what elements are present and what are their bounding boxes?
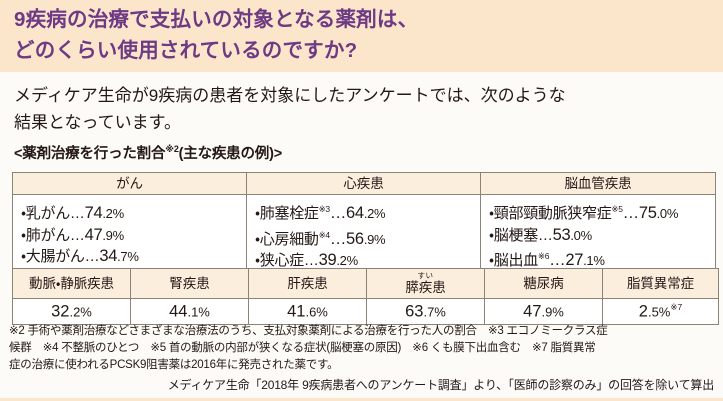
section-caption-prefix: <薬剤治療を行った割合 — [14, 146, 166, 162]
value-dec: .1% — [187, 304, 210, 320]
bottom-rule — [0, 398, 723, 401]
table-body-row: 32.2% 44.1% 41.6% 63.7% 47.9% 2.5%※7 — [12, 298, 719, 325]
list-item: ・大腸がん…34.7% — [21, 246, 246, 268]
value-liver: 41.6% — [248, 298, 367, 325]
value-int: 44 — [169, 302, 188, 321]
list-item: ・脳梗塞…53.0% — [489, 225, 715, 247]
disease-value-dec: .2% — [102, 206, 124, 221]
value-artery-vein: 32.2% — [12, 298, 131, 325]
disease-value-int: 53 — [552, 225, 571, 244]
cell-cancer: ・乳がん…74.2% ・肺がん…47.9% ・大腸がん…34.7% — [12, 194, 247, 277]
value-dec: .6% — [305, 304, 328, 320]
column-header-kidney: 腎疾患 — [130, 268, 249, 299]
disease-list-heart: ・肺塞栓症※3…64.2% ・心房細動※4…56.9% ・狭心症…39.2% — [255, 199, 480, 272]
disease-value-int: …64 — [329, 204, 364, 222]
disease-value-dec: .2% — [336, 253, 358, 268]
disease-value-int: 39 — [318, 251, 337, 269]
ruby-text: すい — [417, 270, 434, 280]
disease-value-dec: .1% — [583, 253, 605, 268]
column-header-artery-vein: 動脈・静脈疾患 — [12, 268, 131, 299]
column-header-cancer: がん — [12, 172, 247, 195]
value-dec: .7% — [423, 304, 446, 320]
disease-value-int: 34 — [99, 247, 118, 265]
disease-value-int: 47 — [84, 225, 103, 244]
disease-value-dec: .0% — [570, 227, 592, 243]
disease-label: ・脳出血 — [489, 252, 538, 269]
column-header-liver: 肝疾患 — [248, 268, 367, 299]
value-dec: .5% — [647, 304, 671, 320]
disease-value-dec: .2% — [363, 206, 386, 221]
column-header-label: 腎疾患 — [169, 275, 210, 291]
value-int: 41 — [287, 302, 306, 321]
intro-paragraph: メディケア生命が9疾病の患者を対象にしたアンケートでは、次のような 結果となって… — [14, 86, 566, 132]
header-band: 9疾病の治療で支払いの対象となる薬剤は、 どのくらい使用されているのですか? — [0, 0, 723, 72]
disease-value-dec: .9% — [102, 227, 124, 243]
column-header-label: 動脈・静脈疾患 — [29, 275, 114, 291]
column-header-label: 糖尿病 — [523, 275, 564, 291]
list-item: ・狭心症…39.2% — [255, 250, 480, 272]
disease-value-dec: .0% — [656, 206, 679, 221]
value-dec: .9% — [541, 304, 564, 320]
disease-note: ※6 — [537, 251, 550, 261]
section-caption-suffix: (主な疾患の例)> — [178, 146, 283, 162]
disease-value-int: …27 — [549, 251, 584, 269]
disease-label: ・肺がん… — [21, 226, 85, 244]
value-diabetes: 47.9% — [484, 298, 603, 325]
list-item: ・肺がん…47.9% — [21, 225, 246, 247]
disease-note: ※5 — [611, 204, 623, 214]
list-item: ・頸部頸動脈狭窄症※5…75.0% — [489, 199, 715, 225]
disease-label: ・乳がん… — [21, 205, 85, 222]
source-attribution: メディケア生命「2018年 9疾病患者へのアンケート調査」より、「医師の診察のみ… — [167, 378, 715, 392]
column-header-label: 肝疾患 — [287, 275, 328, 291]
page-title: 9疾病の治療で支払いの対象となる薬剤は、 どのくらい使用されているのですか? — [14, 8, 419, 62]
section-caption-note: ※2 — [165, 144, 179, 155]
value-pancreas: 63.7% — [366, 298, 485, 325]
disease-value-int: …56 — [329, 229, 364, 248]
column-header-pancreas: すい 膵疾患 — [366, 268, 485, 299]
disease-label: ・心房細動 — [255, 230, 319, 248]
disease-label: ・狭心症… — [255, 252, 319, 269]
column-header-heart: 心疾患 — [246, 172, 481, 195]
value-int: 2 — [638, 302, 648, 321]
column-header-label: 脂質異常症 — [627, 275, 694, 291]
disease-value-int: …75 — [622, 204, 657, 222]
major-disease-table: がん 心疾患 脳血管疾患 ・乳がん…74.2% ・肺がん…47.9% ・大腸がん… — [12, 172, 716, 277]
list-item: ・肺塞栓症※3…64.2% — [255, 199, 480, 225]
value-dec: .2% — [69, 304, 92, 320]
table-header-row: 動脈・静脈疾患 腎疾患 肝疾患 すい 膵疾患 糖尿病 脂質異常症 — [12, 268, 719, 299]
column-header-dyslipidemia: 脂質異常症 — [602, 268, 719, 299]
disease-value-dec: .9% — [363, 231, 386, 247]
cell-heart: ・肺塞栓症※3…64.2% ・心房細動※4…56.9% ・狭心症…39.2% — [246, 194, 481, 277]
disease-label: ・頸部頸動脈狭窄症 — [489, 205, 612, 222]
disease-list-cancer: ・乳がん…74.2% ・肺がん…47.9% ・大腸がん…34.7% — [21, 203, 246, 268]
disease-list-cerebrovascular: ・頸部頸動脈狭窄症※5…75.0% ・脳梗塞…53.0% ・脳出血※6…27.1… — [489, 199, 715, 272]
disease-label: ・大腸がん… — [21, 248, 100, 265]
disease-value-dec: .7% — [117, 249, 139, 264]
section-caption: <薬剤治療を行った割合※2(主な疾患の例)> — [14, 142, 282, 163]
column-header-label: 膵疾患 — [405, 279, 446, 295]
disease-value-int: 74 — [84, 204, 103, 222]
other-disease-table: 動脈・静脈疾患 腎疾患 肝疾患 すい 膵疾患 糖尿病 脂質異常症 32.2% 44… — [12, 268, 719, 325]
value-int: 47 — [523, 302, 542, 321]
list-item: ・脳出血※6…27.1% — [489, 246, 715, 272]
value-int: 32 — [51, 302, 70, 321]
value-int: 63 — [405, 302, 424, 321]
disease-note: ※3 — [318, 204, 331, 214]
cell-cerebrovascular: ・頸部頸動脈狭窄症※5…75.0% ・脳梗塞…53.0% ・脳出血※6…27.1… — [480, 194, 716, 277]
table-header-row: がん 心疾患 脳血管疾患 — [12, 172, 716, 195]
disease-label: ・脳梗塞… — [489, 226, 553, 244]
column-header-diabetes: 糖尿病 — [484, 268, 603, 299]
disease-label: ・肺塞栓症 — [255, 205, 319, 222]
column-header-cerebrovascular: 脳血管疾患 — [480, 172, 716, 195]
value-note: ※7 — [670, 301, 683, 312]
footnotes: ※2 手術や薬剤治療などさまざまな治療法のうち、支払対象薬剤による治療を行った人… — [9, 325, 608, 371]
value-kidney: 44.1% — [130, 298, 249, 325]
table-body-row: ・乳がん…74.2% ・肺がん…47.9% ・大腸がん…34.7% ・肺塞栓症※… — [12, 194, 716, 277]
value-dyslipidemia: 2.5%※7 — [602, 298, 719, 325]
list-item: ・心房細動※4…56.9% — [255, 225, 480, 251]
list-item: ・乳がん…74.2% — [21, 203, 246, 225]
disease-note: ※4 — [318, 229, 331, 240]
